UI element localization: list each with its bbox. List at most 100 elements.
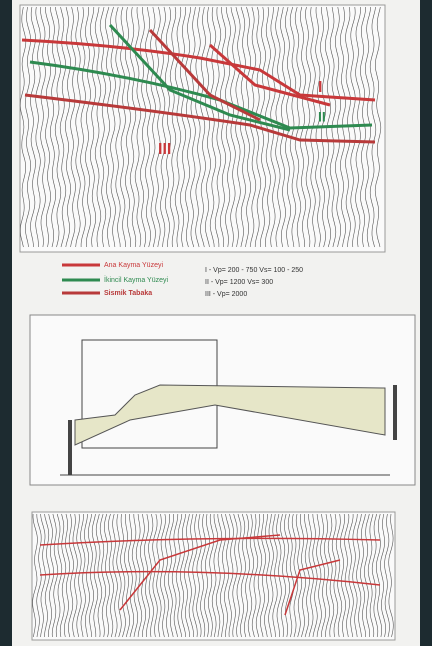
slip-surface	[284, 559, 341, 616]
seismic-trace	[208, 513, 214, 638]
zone-label: I	[318, 79, 322, 96]
seismic-trace	[80, 6, 86, 247]
seismic-trace	[87, 513, 95, 638]
seismic-trace	[85, 6, 91, 248]
seismic-trace	[150, 6, 156, 248]
seismic-trace	[127, 513, 135, 638]
seismic-trace	[45, 7, 51, 248]
seismic-trace	[134, 6, 142, 248]
seismic-trace	[219, 513, 227, 638]
seismic-trace	[44, 513, 50, 638]
seismic-trace	[63, 513, 71, 638]
cross-section	[29, 314, 416, 486]
seismic-trace	[174, 6, 182, 248]
seismic-trace	[203, 513, 211, 638]
seismic-trace	[51, 513, 59, 638]
seismic-trace	[291, 513, 299, 638]
seismic-trace	[192, 513, 198, 638]
seismic-trace	[84, 513, 90, 638]
seismic-trace	[185, 6, 191, 248]
seismic-trace	[188, 513, 194, 638]
seismic-trace	[40, 6, 46, 248]
seismic-trace	[59, 6, 67, 248]
seismic-trace	[215, 513, 223, 638]
seismic-trace	[344, 513, 350, 638]
velocity-label: I - Vp= 200 - 750 Vs= 100 - 250	[205, 267, 303, 274]
secondary-slip	[108, 23, 291, 132]
seismic-trace	[70, 6, 76, 248]
seismic-trace	[90, 6, 96, 248]
seismic-trace	[235, 6, 241, 248]
slip-surface	[119, 534, 281, 611]
seismic-trace	[220, 6, 226, 248]
seismic-trace	[224, 513, 230, 637]
legend-label: İkincil Kayma Yüzeyi	[104, 275, 169, 284]
seismic-trace	[251, 513, 259, 638]
seismic-trace	[179, 6, 187, 248]
seismic-section-2	[31, 511, 396, 641]
landslide-body	[74, 384, 386, 446]
legend-label: Ana Kayma Yüzeyi	[104, 262, 163, 269]
seismic-trace	[247, 513, 254, 638]
seismic-trace	[244, 6, 252, 248]
seismic-trace	[369, 6, 377, 248]
seismic-trace	[75, 6, 81, 248]
seismic-trace	[99, 513, 106, 638]
seismic-trace	[371, 513, 379, 638]
seismic-trace	[59, 513, 67, 638]
seismic-trace	[131, 513, 138, 638]
interpretation-lines	[39, 534, 381, 616]
seismic-trace	[355, 6, 361, 248]
seismic-trace	[340, 513, 346, 638]
seismic-trace	[324, 513, 330, 638]
seismic-trace	[249, 6, 257, 248]
interpretation-lines	[21, 23, 376, 144]
seismic-trace	[72, 513, 78, 638]
seismic-trace	[30, 6, 36, 248]
seismic-trace	[240, 513, 246, 638]
seismic-trace	[243, 513, 251, 638]
seismic-trace	[155, 6, 161, 248]
seismic-trace	[184, 513, 190, 637]
seismic-trace	[139, 7, 147, 248]
velocity-label: III - Vp= 2000	[205, 291, 247, 298]
seismic-trace	[50, 6, 56, 248]
seismic-trace	[228, 513, 234, 638]
seismic-trace	[200, 513, 206, 638]
seismic-trace	[103, 513, 111, 638]
seismic-trace	[335, 513, 343, 638]
seismic-trace	[214, 6, 222, 247]
seismic-trace	[352, 513, 358, 638]
seismic-trace	[94, 6, 102, 248]
seismic-trace	[295, 513, 303, 638]
seismic-trace	[312, 513, 318, 638]
seismic-trace	[308, 513, 314, 638]
seismic-trace	[230, 6, 236, 248]
seismic-trace	[376, 513, 382, 638]
seismic-trace	[160, 513, 166, 638]
seismic-trace	[388, 513, 394, 638]
seismic-trace	[304, 513, 310, 638]
seismic-trace	[232, 513, 238, 638]
seismic-trace	[236, 513, 242, 638]
seismic-trace	[40, 513, 46, 638]
seismic-trace	[196, 513, 202, 638]
slip-surface	[39, 537, 381, 546]
seismic-trace	[374, 6, 382, 248]
seismic-trace	[265, 6, 271, 248]
seismic-trace	[76, 513, 82, 638]
seismic-trace	[91, 513, 99, 637]
slip-surface	[21, 38, 376, 102]
velocity-label: II - Vp= 1200 Vs= 300	[205, 279, 273, 286]
seismic-trace	[54, 6, 62, 248]
seismic-trace	[47, 513, 54, 638]
seismic-trace	[135, 513, 143, 638]
seismic-trace	[356, 513, 362, 638]
seismic-trace	[120, 513, 126, 638]
seismic-trace	[320, 513, 326, 638]
zone-label: II	[318, 109, 326, 125]
seismic-trace	[145, 6, 151, 248]
frame	[19, 4, 386, 253]
seismic-trace	[167, 513, 175, 638]
